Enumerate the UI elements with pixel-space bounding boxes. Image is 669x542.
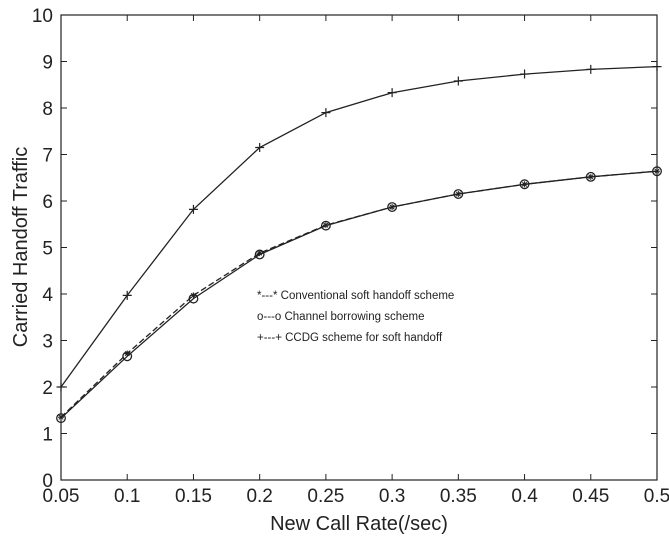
y-tick-label: 10 bbox=[32, 6, 53, 27]
y-tick-label: 6 bbox=[42, 192, 53, 213]
data-point-series-2 bbox=[320, 220, 331, 231]
x-tick-label: 0.3 bbox=[379, 486, 405, 507]
data-point-series-2 bbox=[585, 171, 596, 182]
y-tick-label: 9 bbox=[42, 53, 53, 74]
data-point-series-2 bbox=[652, 166, 662, 177]
data-point-series-1 bbox=[256, 250, 263, 257]
data-point-series-3 bbox=[520, 69, 530, 79]
data-point-series-1 bbox=[455, 191, 462, 198]
series-lines bbox=[60, 65, 658, 419]
data-point-series-3 bbox=[188, 204, 198, 214]
data-point-series-1 bbox=[124, 350, 131, 357]
data-point-series-1 bbox=[587, 173, 594, 180]
series-line-2 bbox=[60, 170, 658, 419]
series-line-3 bbox=[60, 65, 658, 388]
y-tick-label: 8 bbox=[42, 99, 53, 120]
x-axis-label: New Call Rate(/sec) bbox=[270, 513, 448, 535]
data-point-series-3 bbox=[453, 76, 463, 86]
data-point-series-2 bbox=[387, 202, 398, 212]
legend-entry-3: +---+ CCDG scheme for soft handoff bbox=[257, 332, 443, 344]
data-point-series-1 bbox=[322, 222, 329, 229]
plot-area bbox=[60, 14, 658, 481]
x-axis: 0.05 0.1 0.15 0.2 0.25 0.3 0.35 0.4 0.45 0.5 bbox=[43, 15, 669, 507]
data-point-series-3 bbox=[56, 382, 66, 392]
x-tick-label: 0.1 bbox=[114, 486, 140, 507]
y-tick-label: 2 bbox=[42, 378, 53, 399]
y-axis-label: Carried Handoff Traffic bbox=[10, 147, 32, 347]
y-tick-label: 5 bbox=[42, 239, 53, 260]
data-point-series-2 bbox=[453, 189, 464, 199]
x-tick-label: 0.05 bbox=[43, 486, 80, 507]
data-point-series-3 bbox=[652, 62, 662, 72]
y-tick-label: 1 bbox=[42, 425, 53, 446]
data-point-series-3 bbox=[586, 64, 596, 74]
y-axis: 0 1 2 3 4 5 6 7 8 9 10 bbox=[32, 6, 657, 492]
data-point-series-3 bbox=[255, 143, 265, 153]
data-point-series-1 bbox=[521, 181, 528, 188]
y-tick-label: 4 bbox=[42, 285, 53, 306]
legend: *---* Conventional soft handoff scheme o-… bbox=[257, 290, 454, 344]
data-point-series-1 bbox=[58, 414, 64, 421]
data-point-series-1 bbox=[389, 204, 396, 211]
x-tick-label: 0.25 bbox=[307, 486, 344, 507]
data-point-series-1 bbox=[190, 292, 197, 299]
series-markers bbox=[56, 62, 662, 424]
x-tick-label: 0.5 bbox=[644, 486, 669, 507]
data-point-series-3 bbox=[321, 108, 331, 118]
x-tick-label: 0.45 bbox=[572, 486, 609, 507]
data-point-series-2 bbox=[56, 413, 66, 424]
data-point-series-2 bbox=[188, 293, 199, 304]
data-point-series-3 bbox=[122, 290, 132, 300]
data-point-series-1 bbox=[654, 168, 660, 175]
x-tick-label: 0.4 bbox=[511, 486, 538, 507]
data-point-series-3 bbox=[387, 88, 397, 98]
y-tick-label: 3 bbox=[42, 332, 53, 353]
x-tick-label: 0.15 bbox=[175, 486, 212, 507]
legend-entry-2: o---o Channel borrowing scheme bbox=[257, 311, 424, 323]
legend-entry-1: *---* Conventional soft handoff scheme bbox=[257, 290, 454, 302]
x-tick-label: 0.35 bbox=[440, 486, 477, 507]
data-point-series-2 bbox=[122, 351, 133, 362]
data-point-series-2 bbox=[254, 249, 265, 260]
y-tick-label: 7 bbox=[42, 146, 53, 167]
x-tick-label: 0.2 bbox=[246, 486, 272, 507]
y-tick-label: 0 bbox=[42, 471, 53, 492]
data-point-series-2 bbox=[519, 179, 530, 190]
